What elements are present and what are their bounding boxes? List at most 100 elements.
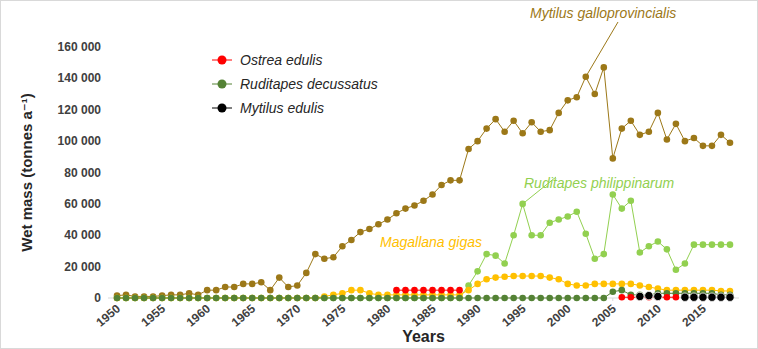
data-point [150, 295, 157, 302]
label-leader [586, 22, 618, 77]
x-axis-title: Years [402, 328, 445, 345]
x-tick-label: 1950 [93, 301, 123, 329]
data-point [465, 287, 472, 294]
data-point [474, 138, 481, 145]
data-point [276, 295, 283, 302]
data-point [339, 295, 346, 302]
y-tick [104, 47, 108, 48]
data-point [709, 143, 716, 150]
data-point [348, 287, 355, 294]
data-point [610, 281, 617, 288]
data-point [546, 295, 553, 302]
data-point [619, 287, 626, 294]
data-point [600, 251, 607, 258]
data-point [564, 281, 571, 288]
data-point [628, 281, 635, 288]
data-point [303, 295, 310, 302]
data-point [240, 295, 247, 302]
data-point [664, 294, 671, 301]
data-point [528, 232, 535, 239]
data-point [267, 295, 274, 302]
data-point [177, 295, 184, 302]
data-point [465, 146, 472, 153]
data-point [591, 281, 598, 288]
x-tick-label: 1960 [184, 301, 214, 329]
data-point [483, 125, 490, 132]
data-point [709, 241, 716, 248]
x-tick-label: 2000 [544, 301, 574, 329]
data-point [168, 295, 175, 302]
series-label: Ruditapes philippinarum [524, 175, 675, 191]
chart: 020 00040 00060 00080 000100 000120 0001… [0, 0, 758, 349]
x-tick-label: 1970 [274, 301, 304, 329]
data-point [150, 295, 157, 302]
data-point [312, 251, 319, 258]
data-point [411, 202, 418, 209]
data-point [204, 287, 211, 294]
data-point [682, 138, 689, 145]
data-point [276, 295, 283, 302]
data-point [357, 295, 364, 302]
x-tick-label: 1980 [364, 301, 394, 329]
plot-area [114, 64, 734, 301]
y-tick-label: 60 000 [64, 197, 101, 211]
data-point [447, 287, 454, 294]
y-axis-title: Wet mass (tonnes a⁻¹) [18, 93, 35, 252]
data-point [231, 295, 238, 302]
y-tick-label: 100 000 [58, 134, 102, 148]
data-point [132, 295, 139, 302]
data-point [456, 287, 463, 294]
data-point [420, 295, 427, 302]
data-point [222, 295, 229, 302]
data-point [132, 295, 139, 302]
data-point [619, 281, 626, 288]
data-point [141, 295, 148, 302]
data-point [249, 281, 256, 288]
data-point [159, 295, 166, 302]
data-point [555, 110, 562, 117]
series-line [117, 194, 730, 298]
data-point [258, 279, 265, 286]
data-point [420, 295, 427, 302]
y-tick-label: 80 000 [64, 166, 101, 180]
data-point [708, 293, 716, 301]
data-point [681, 293, 689, 301]
data-point [393, 210, 400, 217]
data-point [727, 241, 734, 248]
y-tick-label: 120 000 [58, 103, 102, 117]
data-point [646, 243, 653, 250]
data-point [537, 273, 544, 280]
data-point [501, 274, 508, 281]
data-point [114, 295, 121, 302]
series-line [396, 290, 675, 297]
data-point [393, 287, 400, 294]
data-point [646, 284, 653, 291]
data-point [501, 260, 508, 267]
legend-marker [218, 56, 227, 65]
data-point [213, 295, 220, 302]
data-point [213, 287, 220, 294]
data-point [285, 295, 292, 302]
data-point [141, 295, 148, 302]
data-point [357, 229, 364, 236]
data-point [312, 295, 319, 302]
y-tick [104, 266, 108, 267]
data-point [727, 139, 734, 146]
data-point [420, 287, 427, 294]
data-point [510, 232, 517, 239]
data-point [573, 208, 580, 215]
data-point [645, 291, 653, 299]
data-point [195, 295, 202, 302]
data-point [564, 213, 571, 220]
y-tick-label: 160 000 [58, 40, 102, 54]
y-tick-label: 40 000 [64, 228, 101, 242]
data-point [447, 295, 454, 302]
data-point [619, 205, 626, 212]
data-point [276, 295, 283, 302]
data-point [267, 295, 274, 302]
data-point [699, 293, 707, 301]
data-point [501, 295, 508, 302]
data-point [294, 295, 301, 302]
data-point [258, 295, 265, 302]
data-point [438, 182, 445, 189]
